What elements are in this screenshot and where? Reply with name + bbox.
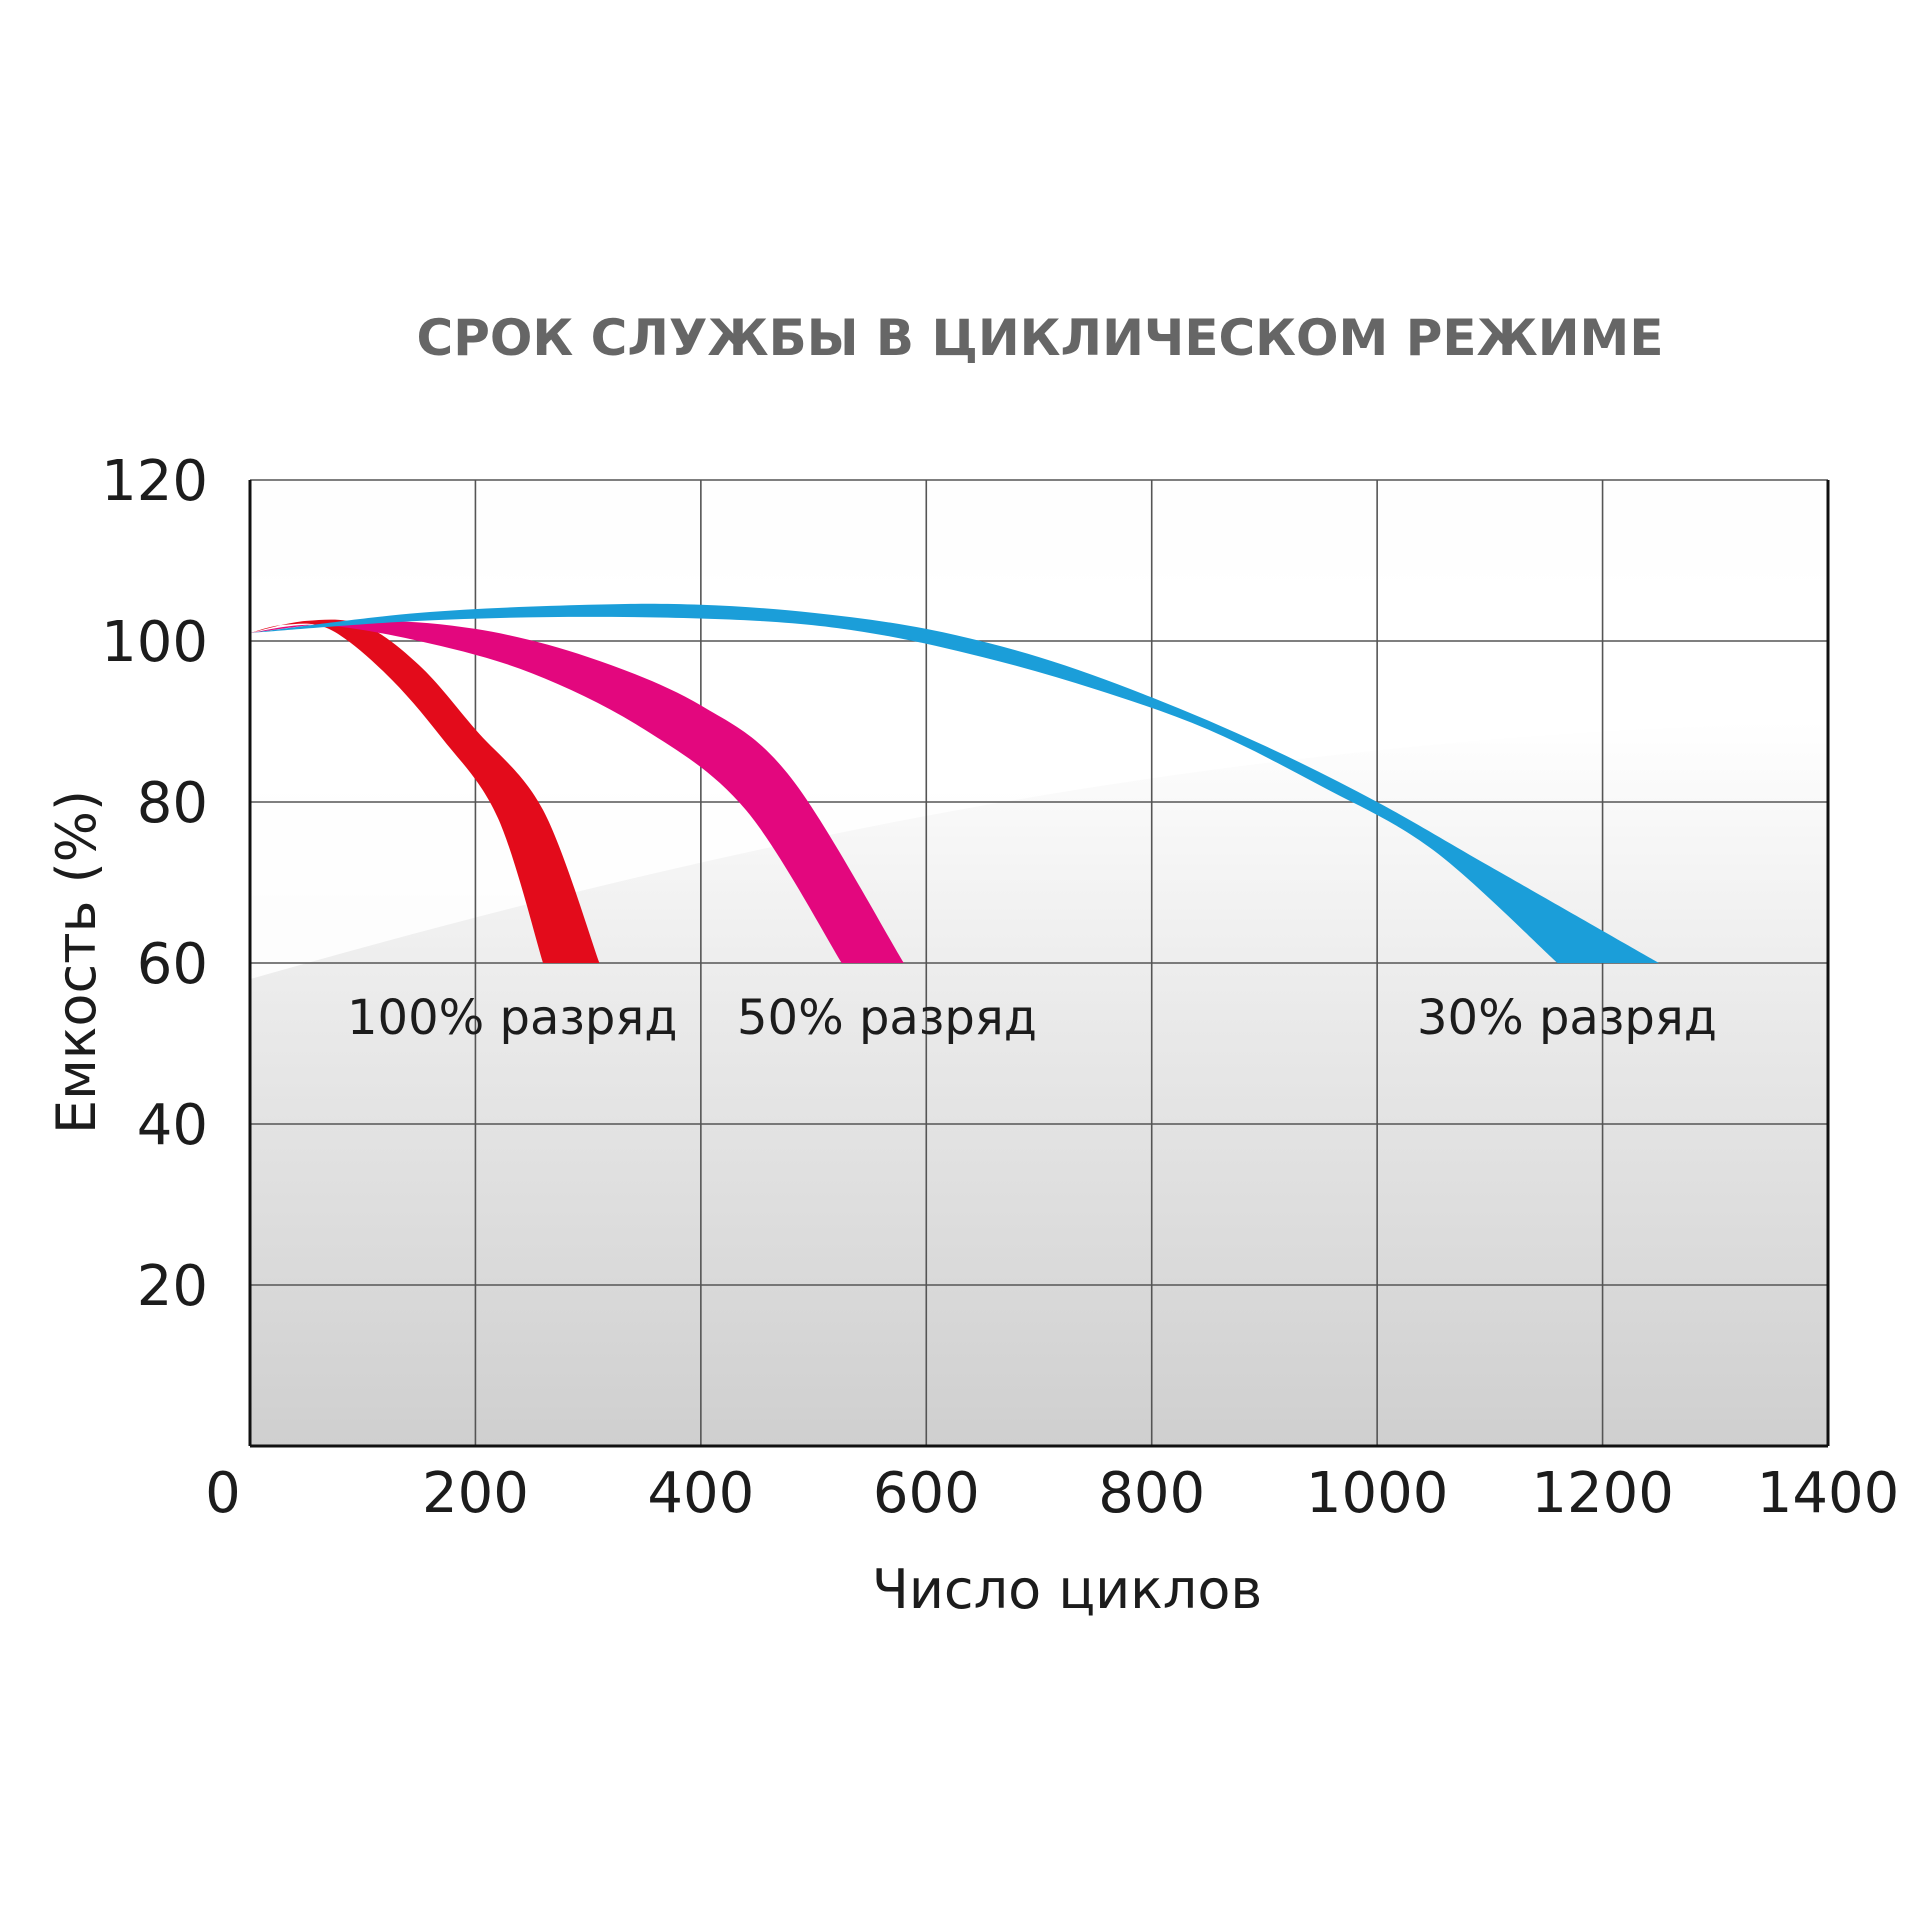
band-label-50-percent: 50% разряд bbox=[737, 990, 1037, 1046]
band-50-percent-discharge bbox=[250, 620, 904, 963]
y-axis-label: Емкость (%) bbox=[45, 790, 108, 1134]
band-label-100-percent: 100% разряд bbox=[347, 990, 677, 1046]
x-tick-label-1200: 1200 bbox=[1531, 1461, 1674, 1526]
x-tick-labels: 0 200 400 600 800 1000 1200 1400 bbox=[205, 1461, 1899, 1526]
band-100-percent-discharge bbox=[250, 619, 600, 963]
y-tick-label-120: 120 bbox=[101, 449, 208, 514]
series-bands bbox=[250, 603, 1659, 963]
x-tick-label-0: 0 bbox=[205, 1461, 241, 1526]
y-tick-label-60: 60 bbox=[137, 932, 208, 997]
y-tick-label-100: 100 bbox=[101, 610, 208, 675]
x-tick-label-800: 800 bbox=[1098, 1461, 1205, 1526]
x-tick-label-200: 200 bbox=[422, 1461, 529, 1526]
chart-title: СРОК СЛУЖБЫ В ЦИКЛИЧЕСКОМ РЕЖИМЕ bbox=[417, 309, 1664, 367]
x-tick-label-1400: 1400 bbox=[1757, 1461, 1900, 1526]
y-tick-labels: 20 40 60 80 100 120 bbox=[101, 449, 208, 1319]
x-tick-label-1000: 1000 bbox=[1306, 1461, 1449, 1526]
y-tick-label-40: 40 bbox=[137, 1093, 208, 1158]
x-tick-label-400: 400 bbox=[647, 1461, 754, 1526]
band-label-30-percent: 30% разряд bbox=[1417, 990, 1717, 1046]
x-tick-label-600: 600 bbox=[873, 1461, 980, 1526]
y-tick-label-20: 20 bbox=[137, 1254, 208, 1319]
axes bbox=[248, 480, 1830, 1448]
x-axis-label: Число циклов bbox=[872, 1558, 1262, 1621]
y-tick-label-80: 80 bbox=[137, 771, 208, 836]
